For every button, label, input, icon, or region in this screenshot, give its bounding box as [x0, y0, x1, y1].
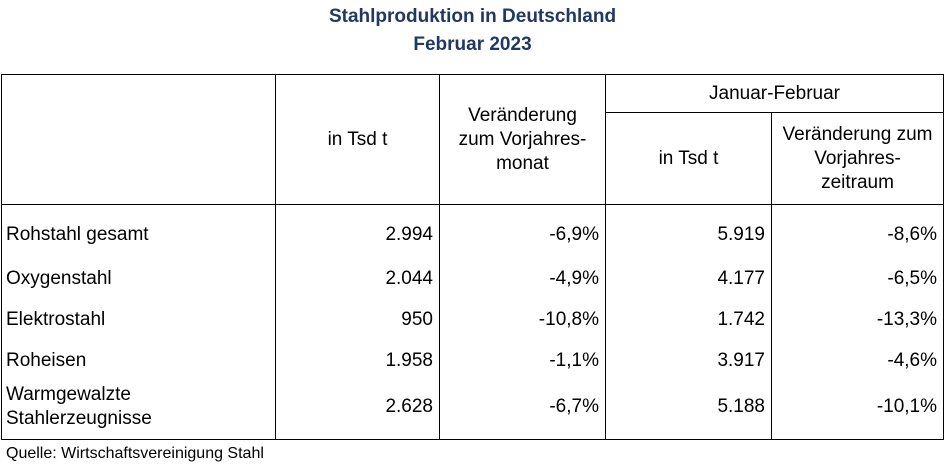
row-label: Elektrostahl [1, 299, 276, 340]
cell-vz: -8,6% [770, 204, 945, 258]
cell-vm: -10,8% [439, 299, 606, 340]
header-in-tsd-t: in Tsd t [275, 74, 440, 205]
header-jf-in-tsd-t: in Tsd t [605, 112, 772, 205]
cell-vz: -4,6% [770, 340, 945, 381]
cell-jf-tsd: 3.917 [605, 340, 772, 381]
source-note: Quelle: Wirtschaftsvereinigung Stahl [6, 445, 264, 462]
cell-tsd: 2.044 [275, 258, 440, 299]
cell-tsd: 950 [275, 299, 440, 340]
row-label: Rohstahl gesamt [1, 204, 276, 258]
header-januar-februar: Januar-Februar [604, 74, 945, 113]
header-empty-cell [1, 74, 276, 205]
cell-vz: -13,3% [770, 299, 945, 340]
table-row: Elektrostahl 950 -10,8% 1.742 -13,3% [1, 299, 945, 340]
cell-jf-tsd: 5.188 [605, 381, 772, 440]
row-label: Roheisen [1, 340, 276, 381]
cell-vm: -6,7% [439, 381, 606, 440]
header-veraenderung-vorjahresmonat: Veränderung zum Vorjahres-monat [439, 74, 606, 205]
title-line-2: Februar 2023 [413, 34, 532, 55]
header-veraenderung-vorjahreszeitraum: Veränderung zum Vorjahres-zeitraum [770, 112, 945, 205]
cell-vm: -4,9% [439, 258, 606, 299]
cell-jf-tsd: 5.919 [605, 204, 772, 258]
header-veraenderung-vorjahreszeitraum-text: Veränderung zum Vorjahres-zeitraum [782, 123, 933, 193]
header-veraenderung-vorjahresmonat-text: Veränderung zum Vorjahres-monat [458, 104, 587, 174]
cell-vm: -1,1% [439, 340, 606, 381]
table-row: Warmgewalzte Stahlerzeugnisse 2.628 -6,7… [1, 381, 945, 440]
cell-jf-tsd: 4.177 [605, 258, 772, 299]
cell-tsd: 2.628 [275, 381, 440, 440]
table-row: Oxygenstahl 2.044 -4,9% 4.177 -6,5% [1, 258, 945, 299]
table-row: Roheisen 1.958 -1,1% 3.917 -4,6% [1, 340, 945, 381]
cell-vz: -10,1% [770, 381, 945, 440]
cell-jf-tsd: 1.742 [605, 299, 772, 340]
cell-tsd: 1.958 [275, 340, 440, 381]
cell-vz: -6,5% [770, 258, 945, 299]
cell-tsd: 2.994 [275, 204, 440, 258]
row-label: Warmgewalzte Stahlerzeugnisse [1, 381, 276, 440]
table-row: Rohstahl gesamt 2.994 -6,9% 5.919 -8,6% [1, 204, 945, 258]
title-line-1: Stahlproduktion in Deutschland [328, 6, 617, 27]
steel-production-table: in Tsd t Veränderung zum Vorjahres-monat… [1, 74, 945, 440]
row-label: Oxygenstahl [1, 258, 276, 299]
cell-vm: -6,9% [439, 204, 606, 258]
